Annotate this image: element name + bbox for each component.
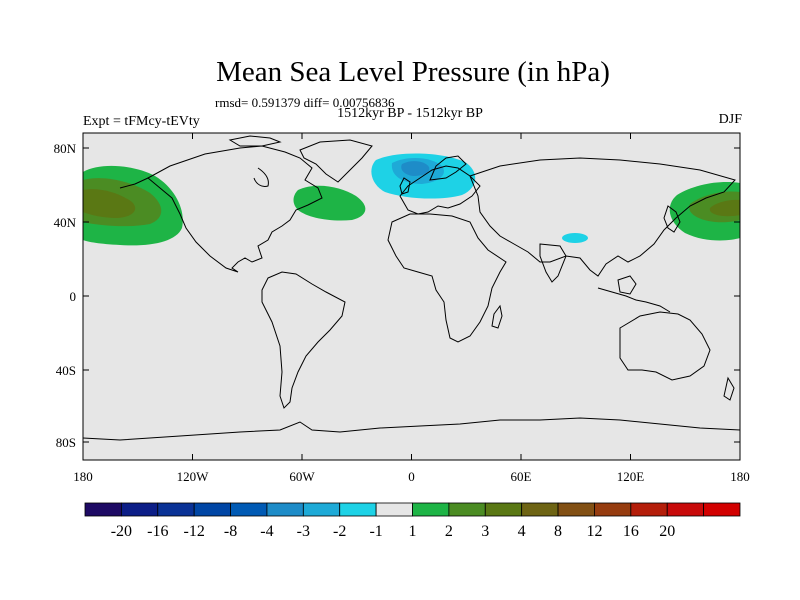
colorbar-swatch — [266, 502, 304, 517]
coast-indonesia — [597, 287, 671, 313]
colorbar-label: 8 — [554, 523, 562, 540]
anomaly-north-atlantic — [293, 185, 366, 221]
coast-british-isles — [399, 177, 411, 195]
coastlines — [83, 135, 740, 441]
colorbar-label: 4 — [518, 523, 526, 540]
lat-label: 80S — [56, 435, 76, 450]
colorbar-swatch — [703, 502, 741, 517]
anomaly-north-pacific-west-core — [83, 189, 136, 218]
colorbar: -20 -16 -12 -8 -4 -3 -2 -1 1 2 3 4 8 12 16 20 — [84, 502, 741, 540]
coast-india — [539, 243, 567, 283]
coast-north-america — [147, 145, 323, 273]
colorbar-swatch — [412, 502, 450, 517]
coast-antarctica — [83, 417, 740, 441]
longitude-axis: 180 120W 60W 0 60E 120E 180 — [73, 133, 750, 484]
lon-label: 0 — [408, 469, 415, 484]
coast-new-zealand — [723, 376, 735, 401]
colorbar-swatch — [521, 502, 559, 517]
colorbar-swatch — [157, 502, 195, 517]
lat-label: 40S — [56, 363, 76, 378]
colorbar-swatch — [84, 502, 122, 517]
lon-label: 180 — [73, 469, 93, 484]
coast-alaska-islands — [119, 177, 149, 189]
lat-label: 0 — [70, 289, 77, 304]
colorbar-label: 3 — [481, 523, 489, 540]
colorbar-label: -12 — [184, 523, 205, 540]
coast-japan — [663, 205, 681, 233]
colorbar-label: 12 — [586, 523, 602, 540]
lon-label: 60W — [289, 469, 315, 484]
colorbar-swatch — [666, 502, 705, 517]
colorbar-label: 2 — [445, 523, 453, 540]
coast-south-america — [261, 271, 346, 409]
colorbar-label: 1 — [409, 523, 417, 540]
colorbar-label: -16 — [147, 523, 168, 540]
colorbar-swatch — [339, 502, 377, 517]
coast-greenland — [299, 139, 373, 183]
lat-label: 80N — [54, 141, 77, 156]
latitude-axis: 80N 40N 0 40S 80S — [54, 141, 740, 450]
colorbar-swatch — [594, 502, 632, 517]
coast-madagascar — [491, 304, 503, 329]
colorbar-swatch — [302, 502, 341, 517]
stats-text: rmsd= 0.591379 diff= 0.00756836 — [215, 95, 395, 110]
lon-label: 180 — [730, 469, 750, 484]
colorbar-label: -2 — [333, 523, 346, 540]
colorbar-label: -3 — [297, 523, 310, 540]
chart-title: Mean Sea Level Pressure (in hPa) — [216, 56, 610, 88]
coast-asia — [469, 157, 736, 277]
colorbar-swatch — [230, 502, 268, 517]
coast-australia — [619, 311, 711, 381]
colorbar-swatch — [557, 502, 595, 517]
colorbar-swatch — [120, 502, 159, 517]
coast-africa — [387, 213, 507, 343]
colorbar-swatch — [630, 502, 668, 517]
season-label: DJF — [718, 112, 742, 127]
lon-label: 120E — [617, 469, 645, 484]
colorbar-label: 16 — [623, 523, 639, 540]
colorbar-label: -4 — [260, 523, 273, 540]
colorbar-label: -20 — [111, 523, 132, 540]
lat-label: 40N — [54, 215, 77, 230]
lon-label: 60E — [511, 469, 532, 484]
colorbar-label: -1 — [369, 523, 382, 540]
colorbar-swatch — [375, 502, 413, 517]
colorbar-label: 20 — [659, 523, 675, 540]
anomaly-north-pacific-east-core — [709, 199, 740, 217]
colorbar-swatch — [484, 502, 523, 517]
coast-hudson-bay — [253, 167, 269, 187]
coast-arctic-islands — [228, 135, 282, 147]
experiment-label: Expt = tFMcy-tEVty — [83, 114, 200, 129]
coast-borneo — [617, 275, 637, 295]
anomaly-asia-low — [562, 233, 588, 243]
colorbar-swatch — [193, 502, 231, 517]
anomaly-nordic-low-core — [401, 161, 430, 176]
colorbar-swatch — [448, 502, 486, 517]
period-label: 1512kyr BP - 1512kyr BP — [337, 106, 483, 121]
lon-label: 120W — [177, 469, 210, 484]
colorbar-label: -8 — [224, 523, 237, 540]
coast-scandinavia — [429, 155, 467, 181]
